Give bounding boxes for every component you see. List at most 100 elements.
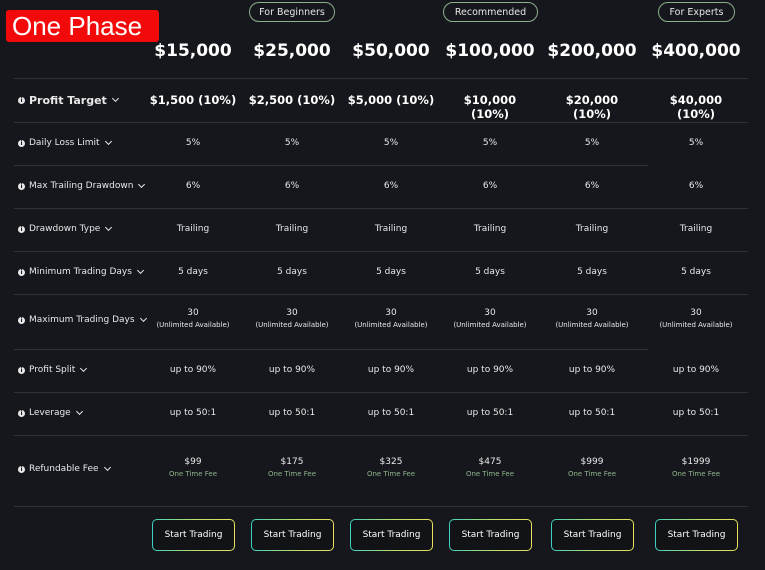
row-label-text: Profit Target	[29, 93, 107, 107]
info-icon[interactable]: i	[18, 465, 25, 473]
cell-profit-target: $20,000 (10%)	[547, 93, 637, 121]
cell-refundable-fee: $475 One Time Fee	[445, 457, 535, 478]
row-label-minimum-trading-days[interactable]: i Minimum Trading Days	[18, 265, 144, 279]
row-label-maximum-trading-days[interactable]: i Maximum Trading Days	[18, 313, 147, 327]
cell-maximum-trading-days: 30 (Unlimited Available)	[445, 308, 535, 329]
chevron-down-icon[interactable]	[111, 94, 119, 103]
cell-value: up to 90%	[672, 364, 720, 375]
cell-value: $325	[379, 457, 403, 467]
cell-leverage: up to 50:1	[148, 408, 238, 418]
cell-value: Trailing	[473, 223, 507, 234]
row-divider	[14, 165, 648, 166]
tag-for-beginners: For Beginners	[249, 2, 335, 22]
info-icon[interactable]: i	[18, 366, 25, 374]
row-divider	[14, 78, 748, 79]
cell-value: 6%	[383, 180, 399, 191]
row-divider	[14, 349, 648, 350]
cell-profit-target: $10,000 (10%)	[445, 93, 535, 121]
cell-value: Trailing	[176, 223, 210, 234]
cell-drawdown-type: Trailing	[445, 224, 535, 234]
cell-maximum-trading-days: 30 (Unlimited Available)	[346, 308, 436, 329]
start-trading-button[interactable]: Start Trading	[251, 519, 334, 551]
row-label-text: Minimum Trading Days	[29, 267, 132, 277]
cell-value: 5%	[383, 137, 399, 148]
unlimited-available-note: (Unlimited Available)	[156, 321, 230, 329]
cell-max-trailing-drawdown: 6%	[651, 181, 741, 191]
cell-minimum-trading-days: 5 days	[651, 267, 741, 277]
chevron-down-icon[interactable]	[136, 266, 144, 275]
unlimited-available-note: (Unlimited Available)	[354, 321, 428, 329]
chevron-down-icon[interactable]	[105, 223, 113, 232]
chevron-down-icon[interactable]	[104, 137, 112, 146]
chevron-down-icon[interactable]	[80, 364, 88, 373]
cell-value: 5 days	[277, 266, 307, 277]
start-trading-button[interactable]: Start Trading	[449, 519, 532, 551]
plan-tags: For Beginners Recommended For Experts	[0, 2, 765, 24]
start-trading-button[interactable]: Start Trading	[350, 519, 433, 551]
start-trading-button[interactable]: Start Trading	[152, 519, 235, 551]
cell-value: 30	[690, 308, 702, 318]
cell-drawdown-type: Trailing	[247, 224, 337, 234]
one-time-fee-note: One Time Fee	[465, 470, 515, 478]
info-icon[interactable]: i	[18, 96, 25, 104]
cell-value: 5%	[482, 137, 498, 148]
tag-for-experts: For Experts	[658, 2, 735, 22]
info-icon[interactable]: i	[18, 409, 25, 417]
start-trading-button[interactable]: Start Trading	[655, 519, 738, 551]
cell-value: 5%	[284, 137, 300, 148]
cell-value: up to 50:1	[672, 407, 720, 418]
unlimited-available-note: (Unlimited Available)	[453, 321, 527, 329]
cell-value: up to 50:1	[466, 407, 514, 418]
cell-value: up to 50:1	[367, 407, 415, 418]
cell-max-trailing-drawdown: 6%	[247, 181, 337, 191]
one-time-fee-note: One Time Fee	[267, 470, 317, 478]
cell-value: Trailing	[275, 223, 309, 234]
row-label-leverage[interactable]: i Leverage	[18, 406, 83, 420]
one-time-fee-note: One Time Fee	[567, 470, 617, 478]
cell-value: 6%	[584, 180, 600, 191]
start-trading-button[interactable]: Start Trading	[551, 519, 634, 551]
cell-value: 5 days	[475, 266, 505, 277]
chevron-down-icon[interactable]	[75, 407, 83, 416]
cell-drawdown-type: Trailing	[547, 224, 637, 234]
row-label-refundable-fee[interactable]: i Refundable Fee	[18, 462, 111, 476]
chevron-down-icon[interactable]	[138, 180, 146, 189]
cell-max-trailing-drawdown: 6%	[445, 181, 535, 191]
cell-profit-split: up to 90%	[651, 365, 741, 375]
cell-value: $175	[280, 457, 304, 467]
cell-value: up to 90%	[466, 364, 514, 375]
cell-value: up to 90%	[367, 364, 415, 375]
cell-refundable-fee: $999 One Time Fee	[547, 457, 637, 478]
cell-value: 5 days	[178, 266, 208, 277]
cell-profit-split: up to 90%	[247, 365, 337, 375]
info-icon[interactable]: i	[18, 182, 25, 190]
cell-value: 6%	[284, 180, 300, 191]
row-label-profit-target[interactable]: i Profit Target	[18, 93, 119, 107]
chevron-down-icon[interactable]	[103, 463, 111, 472]
cell-value: 6%	[688, 180, 704, 191]
cell-refundable-fee: $1999 One Time Fee	[651, 457, 741, 478]
cell-value: 5 days	[681, 266, 711, 277]
info-icon[interactable]: i	[18, 268, 25, 276]
row-divider	[14, 435, 748, 436]
info-icon[interactable]: i	[18, 225, 25, 233]
cell-value: 30	[187, 308, 199, 318]
info-icon[interactable]: i	[18, 316, 25, 324]
row-divider	[14, 294, 748, 295]
cell-value: 30	[286, 308, 298, 318]
cell-profit-split: up to 90%	[547, 365, 637, 375]
cell-value: 5 days	[376, 266, 406, 277]
plan-price: $25,000	[253, 41, 331, 61]
cell-value: 6%	[482, 180, 498, 191]
info-icon[interactable]: i	[18, 139, 25, 147]
row-label-text: Drawdown Type	[29, 224, 101, 234]
row-label-max-trailing-drawdown[interactable]: i Max Trailing Drawdown	[18, 179, 146, 193]
row-label-drawdown-type[interactable]: i Drawdown Type	[18, 222, 113, 236]
chevron-down-icon[interactable]	[139, 314, 147, 323]
cell-value: 5%	[688, 137, 704, 148]
row-label-daily-loss-limit[interactable]: i Daily Loss Limit	[18, 136, 112, 150]
cell-value: 5 days	[577, 266, 607, 277]
row-label-profit-split[interactable]: i Profit Split	[18, 363, 88, 377]
cell-profit-target: $2,500 (10%)	[247, 93, 337, 107]
cell-value: $475	[478, 457, 502, 467]
